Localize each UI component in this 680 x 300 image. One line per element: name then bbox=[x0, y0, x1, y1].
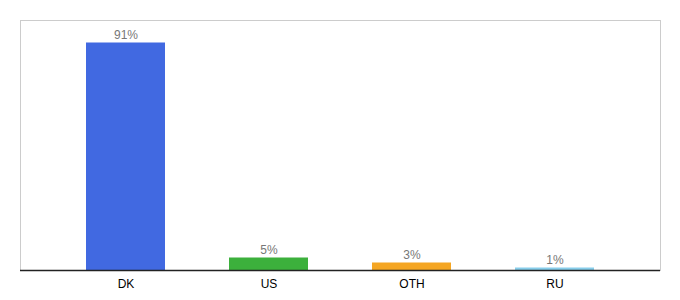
svg-text:5%: 5% bbox=[260, 243, 278, 257]
svg-text:DK: DK bbox=[118, 277, 135, 291]
svg-text:US: US bbox=[261, 277, 278, 291]
svg-text:3%: 3% bbox=[403, 248, 421, 262]
svg-text:OTH: OTH bbox=[399, 277, 424, 291]
svg-text:91%: 91% bbox=[114, 28, 138, 42]
svg-text:RU: RU bbox=[546, 277, 563, 291]
svg-text:1%: 1% bbox=[546, 253, 564, 267]
